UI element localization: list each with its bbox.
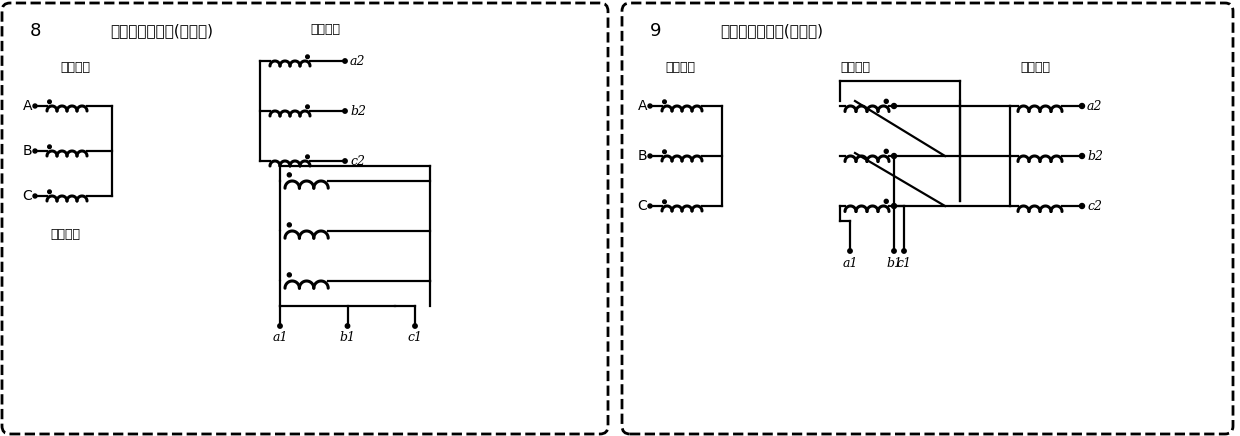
- Text: b1: b1: [340, 331, 356, 344]
- Text: c1: c1: [408, 331, 423, 344]
- Circle shape: [1080, 153, 1085, 159]
- Circle shape: [47, 145, 51, 149]
- Circle shape: [288, 223, 291, 227]
- Text: 特殊设计变压器(自耦型): 特殊设计变压器(自耦型): [720, 24, 823, 38]
- Circle shape: [288, 173, 291, 177]
- Circle shape: [649, 154, 652, 158]
- Text: 特殊设计变压器(感应型): 特殊设计变压器(感应型): [110, 24, 213, 38]
- Text: 负载绕组: 负载绕组: [310, 23, 340, 36]
- Circle shape: [306, 55, 309, 58]
- Circle shape: [342, 59, 347, 63]
- Circle shape: [892, 153, 897, 159]
- Circle shape: [892, 103, 897, 109]
- Circle shape: [47, 100, 51, 104]
- Circle shape: [649, 204, 652, 208]
- Circle shape: [33, 149, 37, 153]
- Text: A: A: [22, 99, 32, 113]
- Circle shape: [33, 104, 37, 108]
- Circle shape: [345, 324, 350, 328]
- Text: c2: c2: [350, 154, 365, 167]
- Text: b1: b1: [887, 257, 901, 270]
- Text: b2: b2: [350, 105, 366, 117]
- Text: B: B: [22, 144, 32, 158]
- Circle shape: [892, 204, 897, 208]
- Text: C: C: [22, 189, 32, 203]
- Circle shape: [1080, 103, 1085, 109]
- FancyBboxPatch shape: [2, 3, 608, 434]
- Text: 滤波绕组: 滤波绕组: [839, 61, 870, 74]
- Circle shape: [662, 200, 666, 204]
- Text: 滤波绕组: 滤波绕组: [50, 228, 81, 241]
- Circle shape: [278, 324, 283, 328]
- Text: 9: 9: [650, 22, 661, 40]
- Text: a1: a1: [273, 331, 288, 344]
- Circle shape: [413, 324, 417, 328]
- Text: 网侧绕组: 网侧绕组: [60, 61, 91, 74]
- Text: 负载绕组: 负载绕组: [1021, 61, 1050, 74]
- Circle shape: [47, 190, 51, 194]
- Circle shape: [662, 150, 666, 153]
- Text: B: B: [637, 149, 647, 163]
- Text: a1: a1: [842, 257, 858, 270]
- Text: a2: a2: [1087, 99, 1102, 112]
- Circle shape: [1080, 204, 1085, 208]
- Circle shape: [33, 194, 37, 198]
- Text: b2: b2: [1087, 150, 1104, 163]
- Text: c1: c1: [897, 257, 911, 270]
- Text: A: A: [637, 99, 647, 113]
- Circle shape: [884, 199, 888, 203]
- Circle shape: [892, 249, 897, 253]
- Text: a2: a2: [350, 54, 366, 68]
- Text: C: C: [637, 199, 647, 213]
- Circle shape: [342, 159, 347, 163]
- Text: c2: c2: [1087, 200, 1102, 212]
- Circle shape: [306, 105, 309, 109]
- Text: 网侧绕组: 网侧绕组: [665, 61, 694, 74]
- Circle shape: [288, 273, 291, 277]
- Circle shape: [884, 99, 888, 103]
- Circle shape: [884, 149, 888, 153]
- Circle shape: [649, 104, 652, 108]
- Circle shape: [306, 155, 309, 159]
- Circle shape: [662, 100, 666, 104]
- FancyBboxPatch shape: [622, 3, 1233, 434]
- Circle shape: [901, 249, 906, 253]
- Circle shape: [342, 109, 347, 113]
- Circle shape: [848, 249, 852, 253]
- Text: 8: 8: [30, 22, 41, 40]
